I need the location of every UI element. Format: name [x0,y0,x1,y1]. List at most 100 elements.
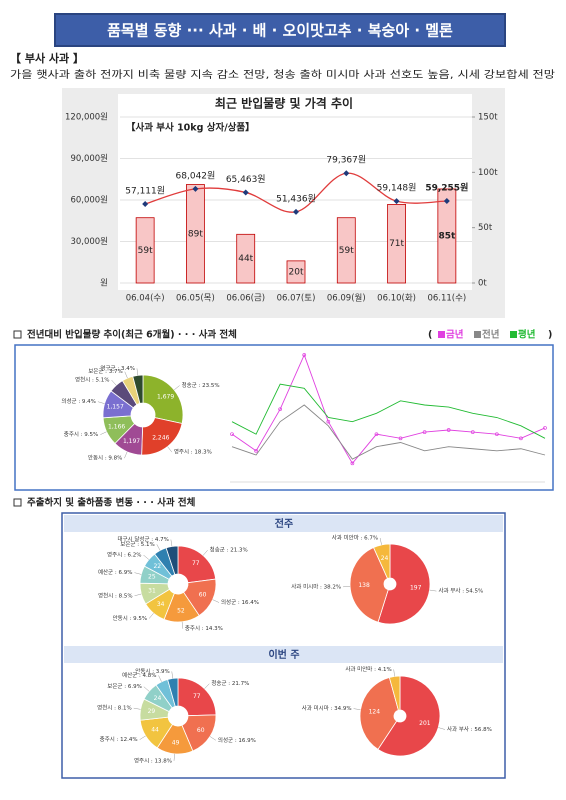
leader-line [209,736,217,741]
pie-slice [177,545,217,584]
slice-label: 안동시 : 9.5% [113,615,148,622]
x-tick-label: 06.09(월) [327,293,366,304]
legend: ( ) 금년 전년 평년 [428,329,552,341]
price-marker [142,200,149,207]
bar-label: 85t [438,231,456,241]
legend-label: 금년 [446,329,463,341]
y-tick-label: 원 [100,279,108,289]
pie-slice [141,417,183,456]
slice-count: 77 [193,693,201,700]
y2-tick-label: 0t [478,279,487,289]
slice-label: 의성군 : 16.9% [218,736,256,744]
price-marker [293,208,299,215]
trend-line [231,404,546,460]
y2-tick-label: 150t [478,113,498,123]
slice-label: 영천시 : 8.1% [97,704,132,712]
slice-label: 충주시 : 9.5% [64,430,99,438]
price-label: 59,255원 [425,182,468,194]
slice-label: 영천시 : 8.5% [98,591,133,599]
leader-line [379,537,382,545]
slice-label: 사과 부사 : 56.8% [447,725,492,733]
price-marker [192,185,199,192]
pie-slice [167,677,179,707]
slice-label: 사과 미시마 : 34.9% [302,704,352,712]
leader-line [136,368,139,376]
slice-count: 60 [197,727,205,734]
slice-label: 충주시 : 12.4% [100,735,138,743]
trend-marker [422,430,427,434]
slice-label: 청송군 : 21.7% [211,679,249,687]
leader-line [171,671,174,679]
leader-line [133,707,141,710]
y-tick-label: 30,000원 [70,237,108,247]
price-marker [393,198,400,205]
slice-count: 29 [148,708,156,715]
leader-line [202,550,208,556]
trend-marker [230,432,234,437]
price-marker [242,189,249,196]
leader-line [181,621,184,629]
bar [286,260,306,284]
slice-label: 사과 미안마 : 4.1% [345,665,391,673]
leader-line [167,446,173,453]
leader-line [393,669,395,677]
leader-line [100,431,107,435]
section-heading: 전년대비 반입물량 추이(최근 6개월) · · · 사과 전체 [27,329,237,341]
slice-label: 의성군 : 9.4% [61,397,96,405]
trend-marker [326,419,331,424]
slice-label: 영주시 : 13.8% [134,756,172,764]
x-tick-label: 06.07(토) [277,294,316,304]
slice-label: 사과 미시마 : 38.2% [291,582,341,590]
summary: 가을 햇사과 출하 전까지 비축 물량 지속 감소 전망, 청송 출하 미시마 … [10,68,555,81]
slice-label: 영주시 : 18.3% [174,448,212,456]
x-tick-label: 06.11(수) [427,294,466,304]
legend-swatch [474,331,481,338]
slice-count: 138 [358,582,370,589]
x-tick-label: 06.06(금) [226,294,265,304]
trend-line [231,353,546,465]
slice-count: 52 [177,607,185,614]
x-tick-label: 06.04(수) [126,294,165,304]
pie-slice [349,547,389,623]
leader-line [170,539,173,547]
bullet-box [13,498,22,507]
header-banner [54,13,506,47]
leader-line [158,675,162,682]
leader-line [124,451,128,459]
slice-count: 24 [381,555,389,562]
slice-label: 예산군 : 4.8% [122,671,157,679]
leader-line [204,683,210,689]
legend-label: 전년 [482,329,499,341]
bar-label: 89t [188,229,203,239]
pie-slice [142,374,184,424]
pie-slice [359,676,399,750]
pie-slice [388,675,401,711]
slice-count: 24 [154,695,162,702]
leader-line [173,753,175,761]
leader-line [156,544,161,551]
chart-frame [14,344,554,491]
slice-count: 44 [151,727,159,734]
y2-tick-label: 50t [478,223,493,233]
bar [437,188,457,284]
slice-label: 충주시 : 14.3% [185,624,223,632]
bar-label: 59t [138,246,153,256]
slice-label: 영구군 : 3.4% [100,364,135,372]
bar [336,217,356,284]
slice-label: 보은군 : 5.1% [120,541,155,548]
legend-swatch [438,331,445,338]
slice-label: 대구시 달성군 : 4.7% [117,535,168,543]
slice-count: 1,166 [108,424,125,431]
slice-count: 49 [172,739,180,746]
section-heading: 【 부사 사과 】 [10,51,84,65]
pie-slice [373,543,391,580]
slice-label: 안동시 : 3.9% [135,668,170,675]
bar [236,233,256,284]
slice-label: 영천시 : 5.1% [75,376,110,384]
trend-marker [446,428,451,432]
header-title: 품목별 동향 ··· 사과 · 배 · 오이맛고추 · 복숭아 · 멜론 [107,22,453,40]
leader-line [173,385,180,391]
slice-label: 사과 부사 : 54.5% [438,587,483,595]
bullet-box [13,330,22,339]
